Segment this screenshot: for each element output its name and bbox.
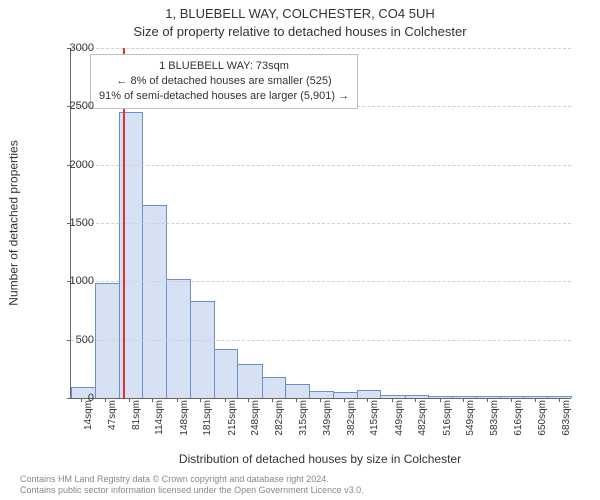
- histogram-bar: [214, 349, 239, 398]
- xtick-label: 248sqm: [250, 400, 261, 460]
- gridline: [71, 48, 571, 49]
- xtick-mark: [344, 398, 345, 402]
- xtick-label: 181sqm: [202, 400, 213, 460]
- xtick-label: 616sqm: [513, 400, 524, 460]
- legend-box: 1 BLUEBELL WAY: 73sqm ← 8% of detached h…: [90, 54, 358, 109]
- xtick-mark: [463, 398, 464, 402]
- xtick-label: 47sqm: [107, 400, 118, 460]
- ytick-label: 0: [44, 392, 94, 404]
- gridline: [71, 281, 571, 282]
- ytick-label: 500: [44, 334, 94, 346]
- histogram-bar: [309, 391, 334, 398]
- xtick-label: 583sqm: [489, 400, 500, 460]
- footer-line-1: Contains HM Land Registry data © Crown c…: [20, 474, 364, 485]
- histogram-bar: [262, 377, 287, 398]
- title-sub: Size of property relative to detached ho…: [0, 24, 600, 39]
- chart-container: 1, BLUEBELL WAY, COLCHESTER, CO4 5UH Siz…: [0, 0, 600, 500]
- x-axis-label: Distribution of detached houses by size …: [70, 452, 570, 466]
- xtick-mark: [177, 398, 178, 402]
- xtick-mark: [248, 398, 249, 402]
- ytick-label: 1000: [44, 275, 94, 287]
- xtick-label: 315sqm: [298, 400, 309, 460]
- xtick-mark: [296, 398, 297, 402]
- histogram-bar: [166, 279, 191, 398]
- gridline: [71, 165, 571, 166]
- xtick-label: 215sqm: [227, 400, 238, 460]
- xtick-label: 114sqm: [154, 400, 165, 460]
- gridline: [71, 340, 571, 341]
- xtick-label: 415sqm: [369, 400, 380, 460]
- xtick-label: 14sqm: [83, 400, 94, 460]
- histogram-bar: [285, 384, 310, 398]
- xtick-label: 382sqm: [346, 400, 357, 460]
- y-axis-label-text: Number of detached properties: [7, 140, 21, 305]
- gridline: [71, 223, 571, 224]
- xtick-mark: [105, 398, 106, 402]
- y-axis-label: Number of detached properties: [6, 48, 22, 398]
- ytick-label: 1500: [44, 217, 94, 229]
- xtick-mark: [225, 398, 226, 402]
- xtick-mark: [440, 398, 441, 402]
- xtick-label: 549sqm: [465, 400, 476, 460]
- histogram-bar: [380, 395, 405, 398]
- histogram-bar: [237, 364, 262, 398]
- legend-line-2: ← 8% of detached houses are smaller (525…: [99, 74, 349, 89]
- xtick-label: 650sqm: [537, 400, 548, 460]
- title-main: 1, BLUEBELL WAY, COLCHESTER, CO4 5UH: [0, 6, 600, 21]
- ytick-label: 2000: [44, 159, 94, 171]
- footer-line-2: Contains public sector information licen…: [20, 485, 364, 496]
- xtick-label: 148sqm: [179, 400, 190, 460]
- histogram-bar: [357, 390, 382, 398]
- legend-line-3: 91% of semi-detached houses are larger (…: [99, 89, 349, 104]
- xtick-label: 282sqm: [274, 400, 285, 460]
- xtick-label: 683sqm: [561, 400, 572, 460]
- histogram-bar: [142, 205, 167, 399]
- histogram-bar: [190, 301, 215, 398]
- legend-line-1: 1 BLUEBELL WAY: 73sqm: [99, 59, 349, 74]
- footer-attribution: Contains HM Land Registry data © Crown c…: [20, 474, 364, 496]
- ytick-label: 3000: [44, 42, 94, 54]
- ytick-label: 2500: [44, 100, 94, 112]
- xtick-label: 449sqm: [394, 400, 405, 460]
- xtick-label: 516sqm: [442, 400, 453, 460]
- xtick-label: 482sqm: [417, 400, 428, 460]
- xtick-mark: [559, 398, 560, 402]
- xtick-mark: [392, 398, 393, 402]
- histogram-bar: [452, 396, 477, 398]
- xtick-mark: [511, 398, 512, 402]
- histogram-bar: [405, 395, 430, 398]
- xtick-mark: [129, 398, 130, 402]
- xtick-label: 81sqm: [131, 400, 142, 460]
- histogram-bar: [333, 392, 358, 398]
- xtick-label: 349sqm: [322, 400, 333, 460]
